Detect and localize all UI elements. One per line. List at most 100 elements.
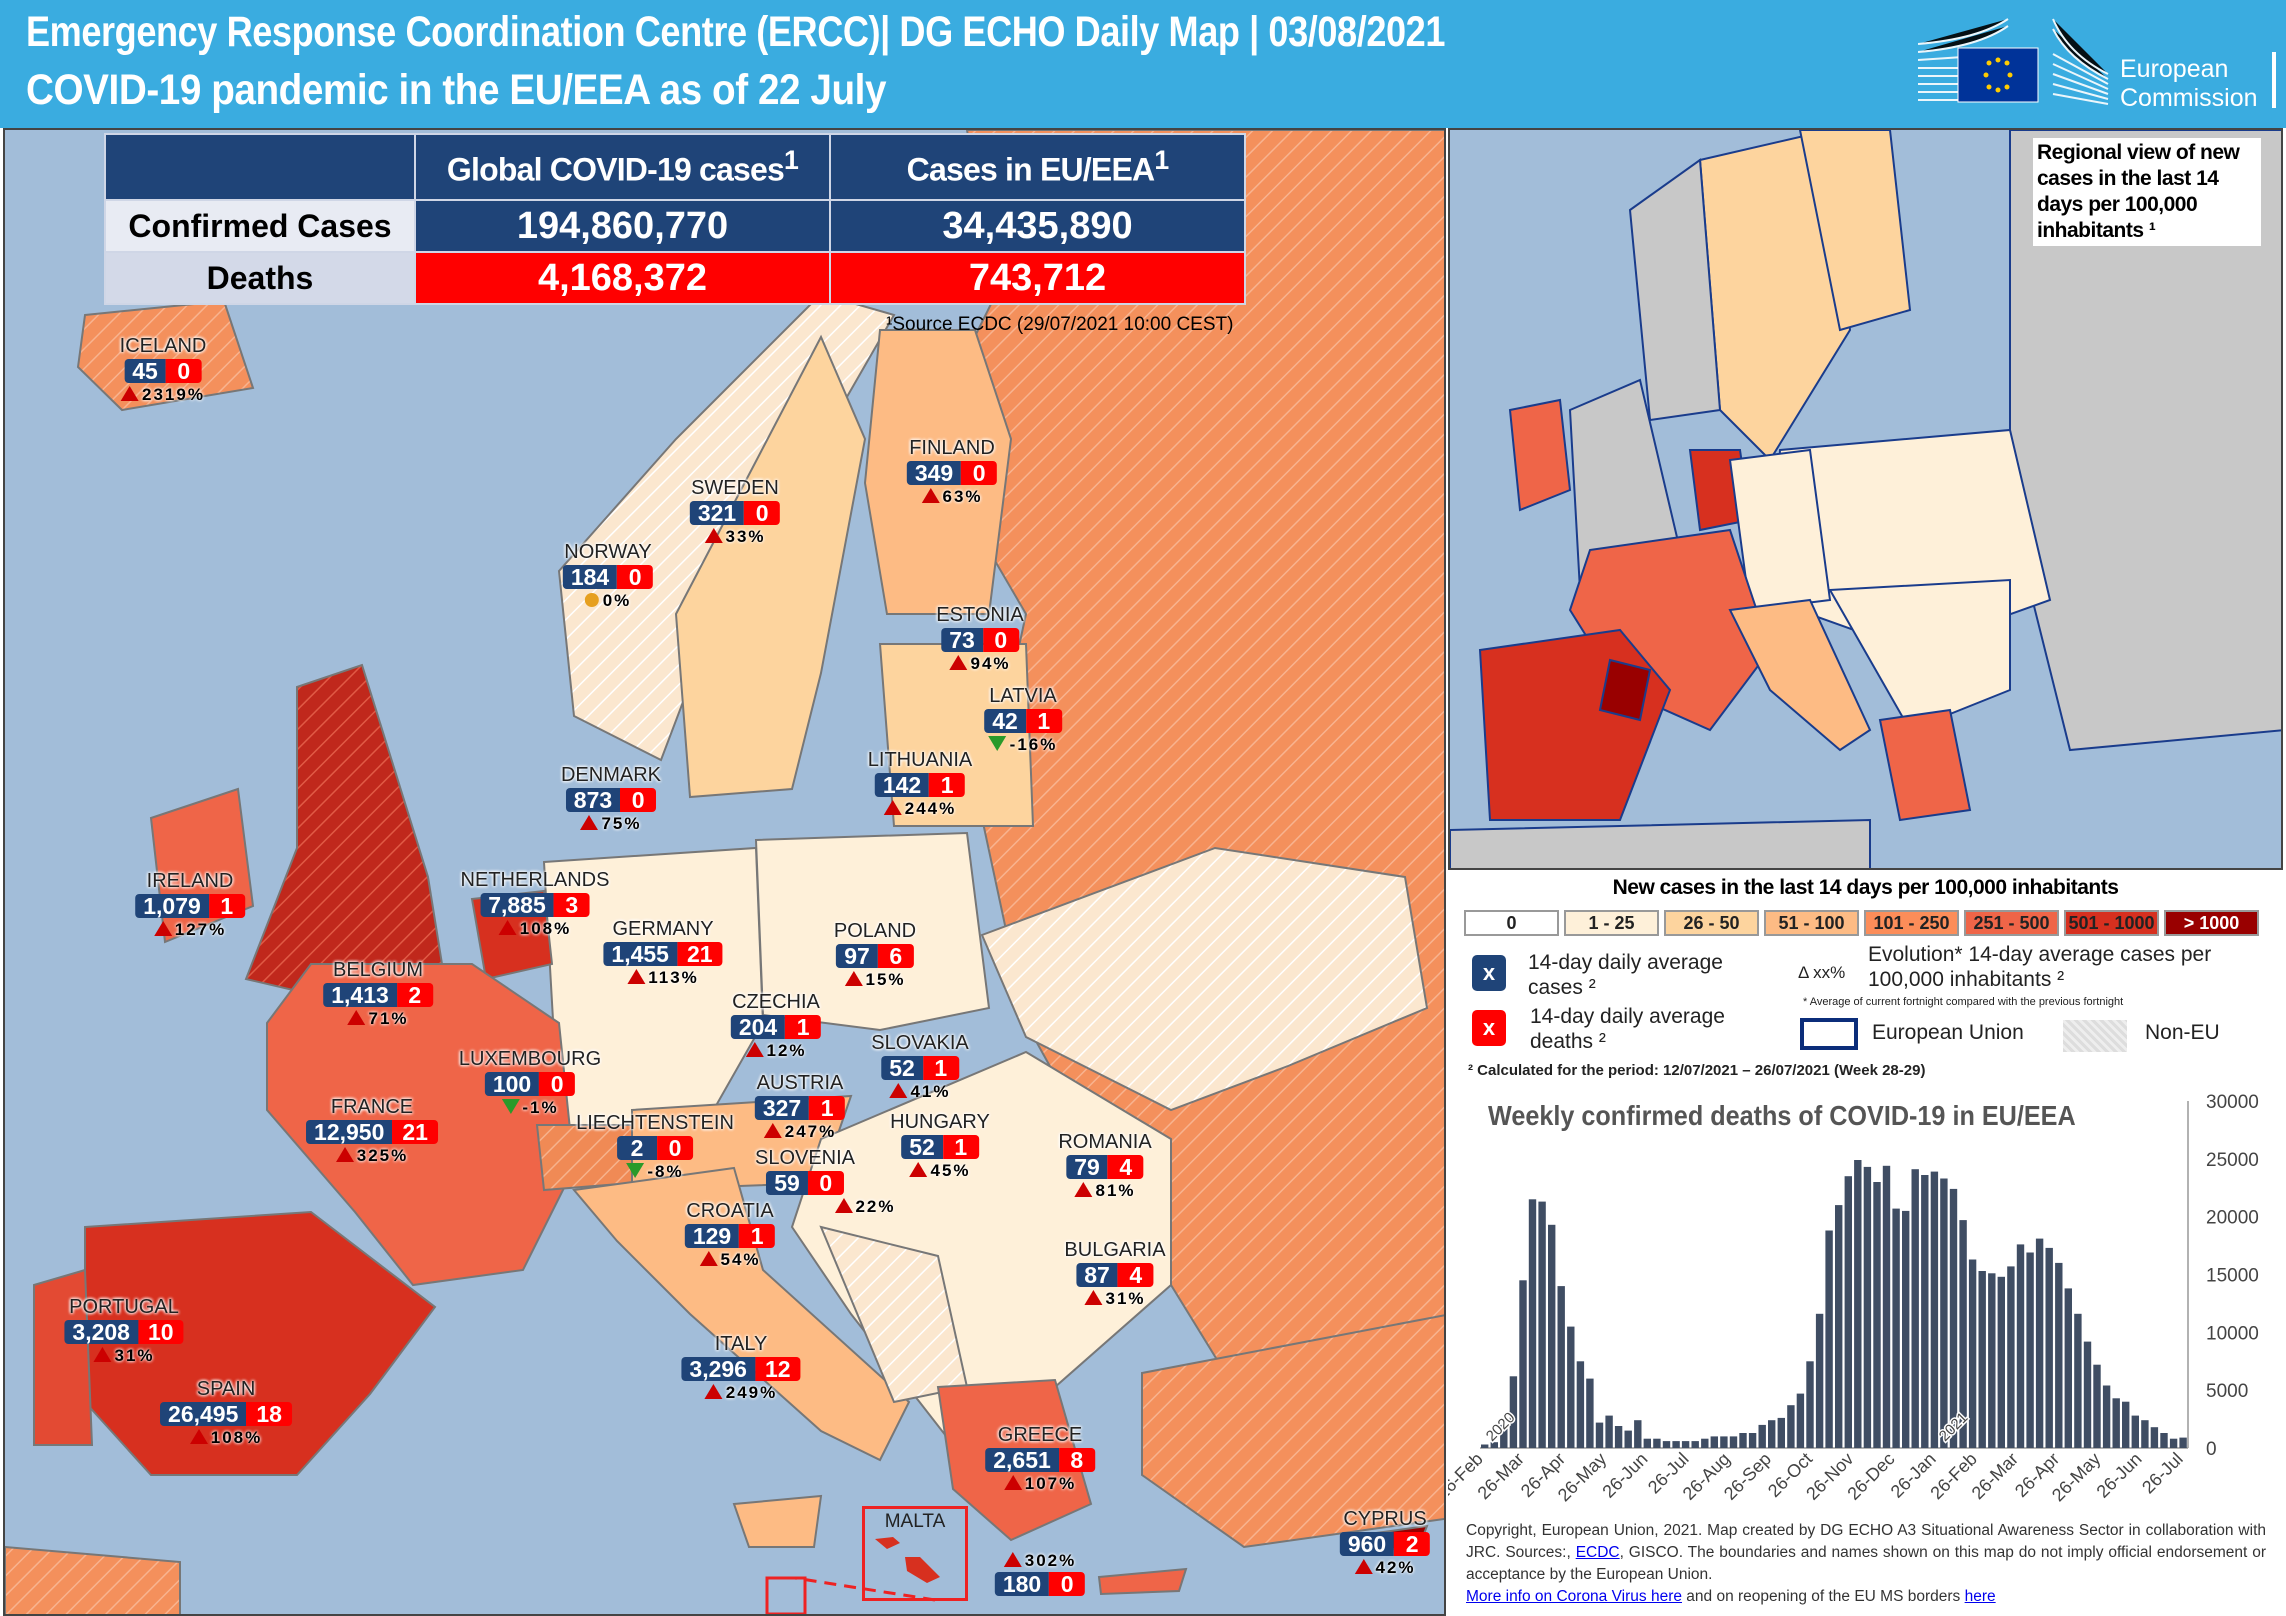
eu-deaths: 743,712 — [829, 251, 1246, 305]
bar — [2016, 1244, 2025, 1448]
deaths-badge: 4 — [1117, 1263, 1154, 1287]
cases-badge: 12,950 — [306, 1120, 393, 1144]
deaths-badge: 1 — [922, 1056, 959, 1080]
region-germany — [1728, 448, 1832, 612]
bar — [1729, 1436, 1738, 1448]
bar — [1576, 1361, 1585, 1449]
bar — [1614, 1426, 1623, 1448]
country-name: SLOVENIA — [754, 1147, 856, 1169]
country-label-croatia: CROATIA 129 1 54% — [684, 1200, 776, 1270]
cases-badge: 26,495 — [160, 1402, 247, 1426]
bar — [1624, 1430, 1632, 1448]
region-finland — [1798, 130, 1912, 332]
change-indicator: 12% — [731, 1041, 821, 1061]
deaths-badge: 3 — [553, 893, 590, 917]
bar — [1835, 1205, 1843, 1448]
cases-badge: 3,208 — [64, 1320, 138, 1344]
cases-badge: 960 — [1339, 1532, 1395, 1556]
country-label-italy: ITALY 3,296 12 249% — [681, 1333, 801, 1403]
deaths-badge: 0 — [744, 501, 781, 525]
country-name: GREECE — [997, 1424, 1083, 1446]
cases-badge: 52 — [901, 1135, 943, 1159]
bar — [2045, 1247, 2053, 1448]
country-name: LUXEMBOURG — [458, 1048, 602, 1070]
region-norway — [1628, 158, 1722, 422]
cases-badge: 3,296 — [681, 1357, 755, 1381]
legend-cases-label: 14-day daily average cases ² — [1528, 951, 1723, 999]
deaths-badge: 6 — [877, 944, 914, 968]
y-tick-label: 15000 — [2206, 1266, 2259, 1287]
y-tick-label: 25000 — [2206, 1150, 2259, 1171]
change-indicator: 108% — [461, 919, 610, 939]
cases-badge: 142 — [874, 773, 930, 797]
bar — [1528, 1199, 1537, 1448]
cases-badge: 42 — [984, 709, 1026, 733]
bar — [2083, 1341, 2092, 1448]
cases-symbol: x — [1472, 955, 1506, 991]
triangle-up-icon — [704, 1384, 723, 1399]
bar — [1873, 1182, 1881, 1448]
malta-callout-line — [794, 1576, 936, 1602]
country-name: LITHUANIA — [867, 749, 973, 771]
bar — [2074, 1313, 2082, 1448]
european-commission-label: European Commission — [2120, 55, 2258, 112]
triangle-up-icon — [335, 1147, 354, 1162]
bar — [2026, 1252, 2034, 1448]
cases-badge: 87 — [1076, 1263, 1118, 1287]
ecdc-link[interactable]: ECDC — [1575, 1544, 1620, 1561]
change-indicator: 41% — [871, 1082, 968, 1102]
change-indicator: 22% — [815, 1197, 915, 1217]
region-greece — [1878, 708, 1972, 822]
legend-swatch: 1 - 25 — [1564, 910, 1659, 936]
country-name: ESTONIA — [936, 604, 1024, 626]
bar — [1538, 1201, 1546, 1448]
bar — [1777, 1417, 1785, 1448]
country-label-germany: GERMANY 1,455 21 113% — [603, 918, 723, 988]
country-label-ireland: IRELAND 1,079 1 127% — [135, 870, 245, 940]
region-balkans — [1828, 578, 2011, 732]
bar — [1863, 1166, 1872, 1448]
country-name: FRANCE — [330, 1096, 414, 1118]
change-indicator: 63% — [907, 487, 997, 507]
land-north-africa — [5, 1545, 181, 1614]
country-label-finland: FINLAND 349 0 63% — [906, 437, 998, 507]
regional-map-shapes — [1450, 130, 2281, 868]
bar — [1672, 1441, 1680, 1448]
bar — [1519, 1280, 1527, 1448]
country-label-malta: 302% 180 0 — [994, 1550, 1086, 1597]
region-ireland — [1508, 398, 1572, 512]
country-name: SWEDEN — [691, 477, 779, 499]
legend-swatch: 26 - 50 — [1664, 910, 1759, 936]
bar — [1748, 1433, 1757, 1448]
malta-shape — [875, 1537, 940, 1583]
triangle-up-icon — [909, 1162, 928, 1177]
deaths-badge: 4 — [1107, 1155, 1144, 1179]
country-label-spain: SPAIN 26,495 18 108% — [160, 1378, 292, 1448]
country-label-france: FRANCE 12,950 21 325% — [306, 1096, 438, 1166]
triangle-up-icon — [498, 920, 517, 935]
cases-badge: 45 — [124, 359, 166, 383]
bar — [2179, 1437, 2187, 1448]
legend-title: New cases in the last 14 days per 100,00… — [1612, 876, 2119, 899]
country-label-slovenia: SLOVENIA 59 0 22% — [754, 1147, 894, 1217]
bar — [2122, 1401, 2130, 1448]
country-name: SPAIN — [196, 1378, 256, 1400]
cases-badge: 184 — [562, 565, 618, 589]
bar — [1681, 1441, 1690, 1448]
bar — [1930, 1171, 1939, 1448]
x-tick-label: 26-Jun — [1598, 1449, 1651, 1502]
corona-info-link[interactable]: More info on Corona Virus here — [1466, 1588, 1682, 1605]
change-indicator: 31% — [1064, 1289, 1165, 1309]
triangle-up-icon — [627, 969, 646, 984]
bar — [1490, 1442, 1498, 1448]
deaths-badge: 0 — [165, 359, 202, 383]
bar — [2131, 1415, 2139, 1448]
country-label-belgium: BELGIUM 1,413 2 71% — [323, 959, 433, 1029]
reopening-link[interactable]: here — [1964, 1588, 1996, 1605]
bar — [1806, 1361, 1814, 1449]
deaths-badge: 21 — [392, 1120, 438, 1144]
change-indicator: 75% — [561, 814, 661, 834]
x-tick-label: 26-Jun — [2093, 1449, 2146, 1502]
legend-swatch: 0 — [1464, 910, 1559, 936]
